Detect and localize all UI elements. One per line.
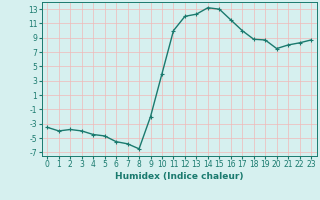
X-axis label: Humidex (Indice chaleur): Humidex (Indice chaleur) (115, 172, 244, 181)
